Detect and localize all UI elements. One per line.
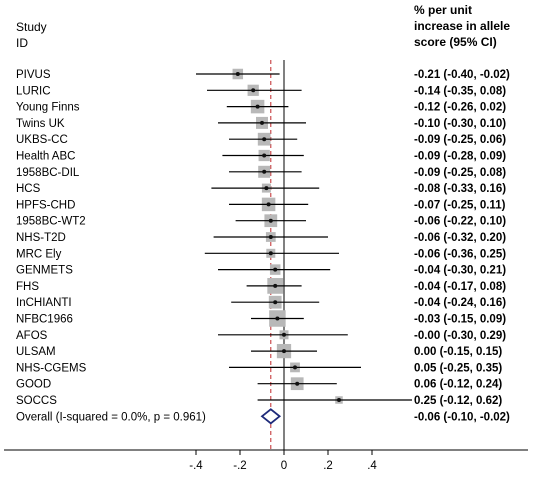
study-point-estimate (282, 332, 286, 337)
study-estimate-text: -0.06 (-0.32, 0.20) (414, 232, 506, 244)
study-estimate-text: -0.03 (-0.15, 0.09) (414, 314, 506, 326)
study-point-estimate (255, 104, 260, 109)
study-label: ULSAM (16, 346, 56, 358)
plot-layer: PIVUS -0.21 (-0.40, -0.02) LURIC -0.14 (-0.… (4, 60, 528, 472)
study-point-estimate (295, 381, 300, 386)
study-estimate-text: -0.09 (-0.25, 0.06) (414, 134, 506, 146)
study-estimate-text: -0.12 (-0.26, 0.02) (414, 102, 506, 114)
study-estimate-text: -0.21 (-0.40, -0.02) (414, 69, 510, 81)
overall-label: Overall (I-squared = 0.0%, p = 0.961) (16, 411, 206, 423)
study-label: HCS (16, 183, 41, 195)
overall-estimate-text: -0.06 (-0.10, -0.02) (414, 411, 510, 423)
x-tick-label: 0 (281, 460, 287, 472)
study-point-estimate (273, 300, 278, 305)
study-label: Twins UK (16, 118, 65, 130)
study-label: 1958BC-DIL (16, 167, 80, 179)
study-estimate-text: -0.08 (-0.33, 0.16) (414, 183, 506, 195)
study-label: UKBS-CC (16, 134, 68, 146)
study-estimate-text: -0.04 (-0.17, 0.08) (414, 281, 506, 293)
study-point-estimate (251, 88, 256, 93)
study-label: PIVUS (16, 69, 51, 81)
study-label: AFOS (16, 330, 48, 342)
study-point-estimate (273, 267, 278, 272)
study-estimate-text: -0.07 (-0.25, 0.11) (414, 199, 506, 211)
study-point-estimate (268, 218, 273, 223)
study-label: GENMETS (16, 265, 73, 277)
x-tick-label: -.2 (233, 460, 246, 472)
study-estimate-text: -0.00 (-0.30, 0.29) (414, 330, 506, 342)
effect-header-line-3: score (95% CI) (414, 35, 497, 49)
effect-header-line-2: increase in allele (414, 19, 510, 33)
effect-header-line-1: % per unit (414, 3, 472, 17)
study-label: InCHIANTI (16, 297, 72, 309)
study-estimate-text: -0.04 (-0.30, 0.21) (414, 265, 506, 277)
study-estimate-text: 0.00 (-0.15, 0.15) (414, 346, 502, 358)
study-label: LURIC (16, 85, 51, 97)
study-point-estimate (282, 349, 286, 354)
study-estimate-text: -0.04 (-0.24, 0.16) (414, 297, 506, 309)
study-point-estimate (260, 120, 264, 125)
study-point-estimate (262, 153, 267, 158)
x-tick-label: .4 (367, 460, 377, 472)
study-label: 1958BC-WT2 (16, 216, 86, 228)
study-label: NHS-T2D (16, 232, 66, 244)
study-label: NFBC1966 (16, 314, 73, 326)
study-label: NHS-CGEMS (16, 362, 87, 374)
x-tick-label: .2 (323, 460, 333, 472)
study-label: FHS (16, 281, 39, 293)
study-label: SOCCS (16, 395, 57, 407)
study-point-estimate (268, 251, 273, 256)
study-estimate-text: -0.10 (-0.30, 0.10) (414, 118, 506, 130)
x-tick-label: -.4 (189, 460, 203, 472)
study-point-estimate (266, 202, 271, 207)
study-point-estimate (268, 235, 273, 239)
study-label: Health ABC (16, 151, 75, 163)
study-point-estimate (273, 283, 278, 288)
study-estimate-text: 0.05 (-0.25, 0.35) (414, 362, 502, 374)
study-estimate-text: 0.06 (-0.12, 0.24) (414, 379, 502, 391)
study-point-estimate (275, 316, 280, 321)
study-point-estimate (264, 186, 269, 191)
study-header-line-2: ID (16, 36, 28, 50)
study-label: HPFS-CHD (16, 199, 75, 211)
study-point-estimate (235, 72, 240, 76)
study-label: Young Finns (16, 102, 80, 114)
study-header-line-1: Study (16, 20, 47, 34)
study-point-estimate (293, 365, 297, 370)
study-estimate-text: -0.09 (-0.28, 0.09) (414, 151, 506, 163)
study-label: GOOD (16, 379, 51, 391)
study-estimate-text: -0.14 (-0.35, 0.08) (414, 85, 506, 97)
overall-diamond (260, 408, 282, 425)
study-point-estimate (337, 398, 341, 402)
study-estimate-text: -0.06 (-0.36, 0.25) (414, 248, 506, 260)
study-point-estimate (262, 169, 267, 174)
study-estimate-text: -0.06 (-0.22, 0.10) (414, 216, 506, 228)
study-label: MRC Ely (16, 248, 62, 260)
study-point-estimate (262, 137, 267, 142)
study-estimate-text: 0.25 (-0.12, 0.62) (414, 395, 502, 407)
study-estimate-text: -0.09 (-0.25, 0.08) (414, 167, 506, 179)
